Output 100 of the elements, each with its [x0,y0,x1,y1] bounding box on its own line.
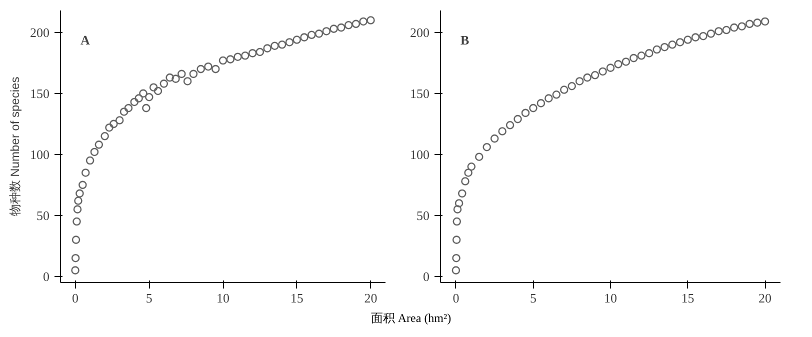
point [514,114,522,124]
point [706,30,716,38]
point [630,54,638,62]
point [81,168,90,177]
point [142,104,150,112]
point [149,83,158,92]
point [560,86,568,94]
x-tick-label: 15 [681,290,694,306]
y-tick-label: 100 [410,146,430,162]
point [86,156,94,165]
x-tick-label: 15 [290,290,304,306]
point [314,30,324,38]
y-tick-label: 50 [416,208,430,223]
point [753,18,762,27]
point [676,38,684,46]
point [330,24,338,33]
point [172,74,180,83]
point [278,40,286,49]
point [110,120,118,128]
point [464,168,472,177]
point [452,217,462,226]
point [760,17,770,26]
point [366,16,375,24]
point [139,89,148,98]
point [467,162,476,171]
point [598,67,607,76]
point [482,142,492,152]
point [211,64,220,74]
point [78,180,87,190]
point [668,40,676,49]
point [458,189,466,198]
y-tick-label: 200 [410,24,430,40]
point [452,254,460,262]
point [72,236,80,244]
point [100,132,109,140]
point [256,48,264,56]
point [115,116,124,124]
point [652,45,662,54]
point [144,92,154,102]
x-tick-label: 5 [146,290,152,306]
point [241,51,250,60]
point [714,27,723,36]
point [134,94,143,102]
point [745,20,754,28]
point [453,205,462,214]
point [166,73,174,82]
point [552,90,561,99]
point [177,70,186,78]
point [72,217,81,226]
point [614,60,622,68]
point [189,70,198,78]
point [490,134,499,143]
point [105,123,114,132]
point [461,177,470,186]
y-tick-label: 100 [30,146,50,162]
point [120,108,128,116]
point [154,86,162,96]
point [590,71,600,80]
point [583,73,592,82]
point [359,17,368,26]
text: B [460,32,470,48]
x-tick-label: 10 [604,290,617,306]
point [71,254,80,262]
point [344,20,353,30]
point [263,44,272,52]
point [544,94,553,102]
point [226,55,235,64]
point [738,22,746,30]
point [270,42,279,50]
point [322,27,331,36]
point [536,99,546,108]
point [160,80,168,88]
point [94,140,104,149]
x-tick-label: 5 [530,290,536,306]
x-tick-label: 10 [216,290,230,306]
point [684,36,692,44]
y-tick-label: 150 [410,86,430,101]
point [474,152,484,162]
point [74,196,82,205]
point [521,108,530,118]
point [204,62,212,71]
point [691,33,700,42]
point [76,189,84,198]
x-tick-label: 20 [758,290,772,306]
point [218,56,228,65]
point [575,77,584,86]
y-tick-label: 0 [423,268,430,284]
point [73,205,82,214]
point [452,266,460,274]
x-tick-label: 0 [452,290,460,306]
point [285,38,294,46]
x-axis-title: 面积 Area (hm²) [370,310,452,327]
point [337,23,346,32]
point [622,58,630,66]
point [196,64,205,74]
y-tick-label: 200 [30,24,50,40]
point [454,199,464,208]
point [722,26,731,34]
point [307,30,316,40]
point [124,104,133,112]
